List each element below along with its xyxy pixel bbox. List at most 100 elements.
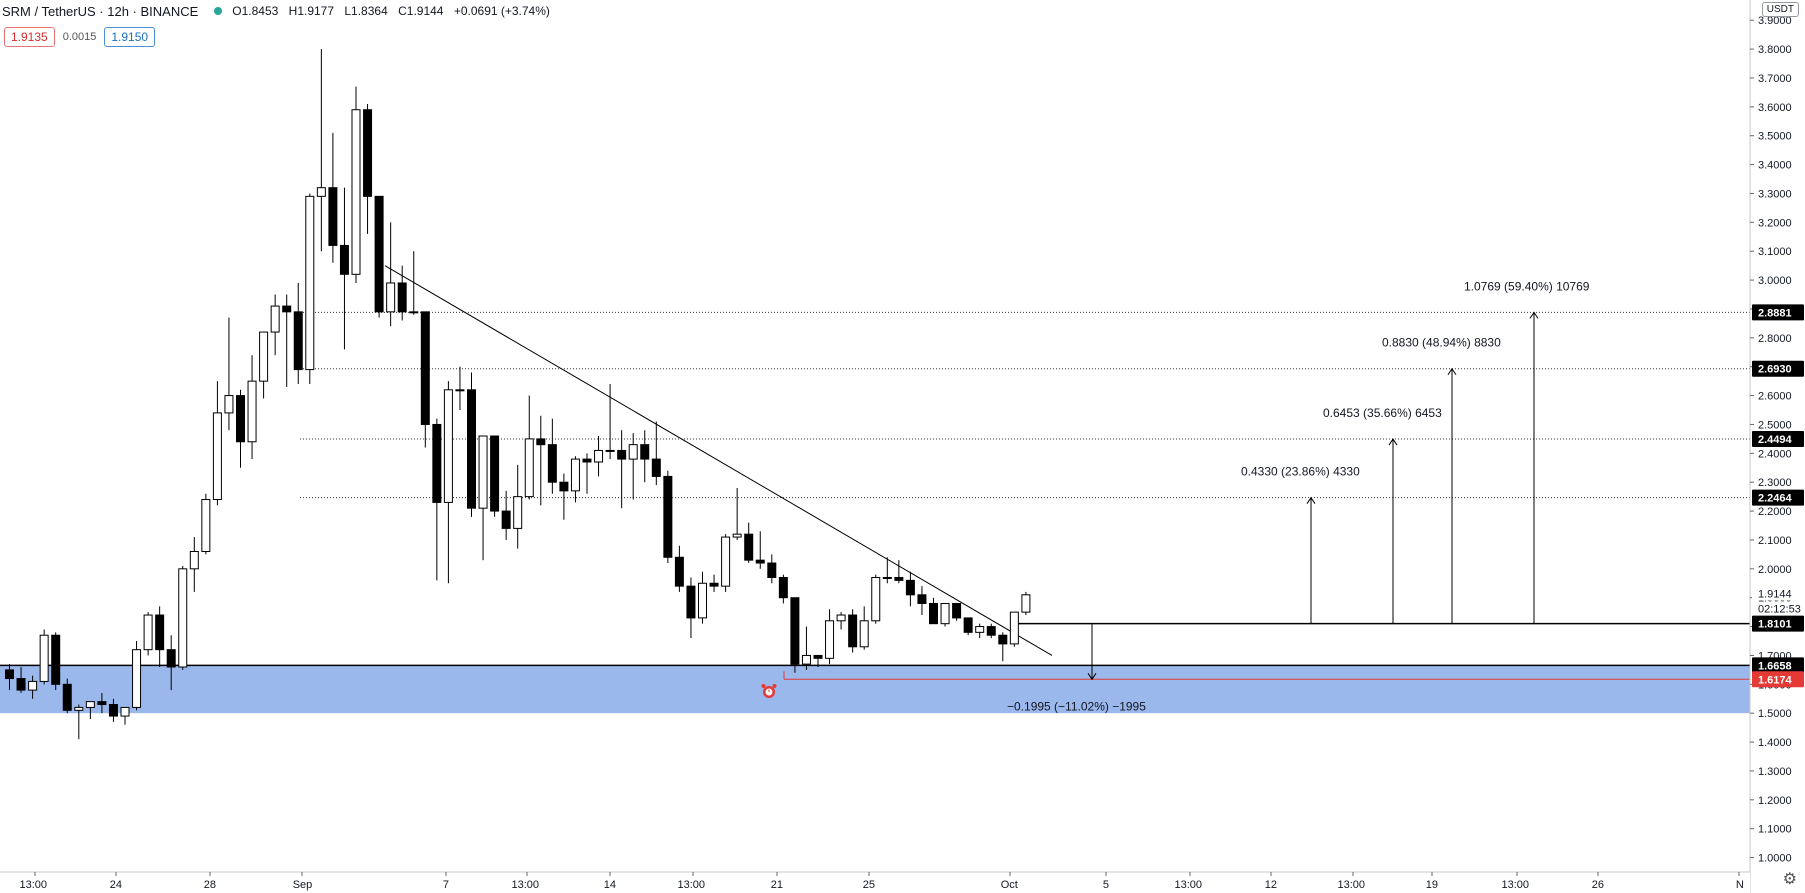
candle-body	[293, 311, 303, 371]
candle-body	[351, 109, 361, 275]
price-tick-label: 1.3000	[1758, 766, 1792, 778]
candle-body	[74, 706, 84, 711]
price-label-bg	[1752, 489, 1804, 506]
market-status-icon	[214, 7, 223, 15]
candle-body	[536, 438, 546, 446]
target-arrow-head	[1447, 367, 1457, 376]
time-tick-label: 7	[443, 879, 449, 891]
time-tick-label: 13:00	[1502, 879, 1530, 891]
candle-body	[420, 311, 430, 425]
candle-body	[386, 282, 396, 313]
candle-body	[97, 701, 107, 706]
symbol-title[interactable]: SRM / TetherUS · 12h · BINANCE	[2, 3, 199, 19]
candle-body	[62, 683, 72, 711]
buy-button[interactable]: 1.9150	[104, 27, 156, 47]
candle-body	[155, 614, 165, 651]
alarm-bell-left	[761, 684, 766, 688]
price-label-bg	[1752, 360, 1804, 377]
candle-body	[905, 579, 915, 596]
candle-body	[825, 620, 835, 659]
price-label-bg	[1752, 585, 1804, 601]
candle-body	[85, 701, 95, 708]
candle-body	[952, 602, 962, 619]
price-tick-label: 3.5000	[1758, 131, 1792, 143]
candle-body	[1021, 594, 1031, 613]
change-value: +0.0691 (+3.74%)	[453, 4, 550, 18]
drawdown-arrow-head	[1087, 673, 1097, 681]
alarm-bell-right	[772, 684, 777, 688]
open-value: O1.8453	[232, 4, 279, 18]
candle-body	[513, 496, 523, 529]
price-tick-label: 3.6000	[1758, 102, 1792, 114]
price-tick-label: 3.4000	[1758, 160, 1792, 172]
candle-body	[409, 311, 419, 314]
time-tick-label: 14	[604, 879, 616, 891]
candle-body	[455, 389, 465, 392]
candle-body	[559, 481, 569, 492]
price-label-bg	[1752, 431, 1804, 448]
candle-body	[929, 602, 938, 625]
candle-body	[617, 449, 627, 460]
candle-body	[975, 626, 985, 633]
candle-body	[801, 654, 811, 665]
price-label: 1.6174	[1758, 674, 1793, 686]
candle-body	[236, 395, 245, 443]
price-tick-label: 1.1000	[1758, 824, 1792, 836]
candles-group	[5, 49, 1031, 740]
candle-body	[328, 187, 338, 246]
candle-body	[374, 195, 384, 313]
candle-body	[120, 706, 130, 717]
candle-body	[582, 458, 592, 463]
price-tick-label: 3.9000	[1758, 15, 1792, 27]
candle-body	[686, 585, 696, 619]
candle-body	[744, 533, 754, 561]
price-label: 1.8101	[1758, 619, 1792, 631]
time-tick-label: Oct	[1001, 879, 1018, 891]
candle-body	[594, 449, 604, 463]
candle-body	[570, 458, 580, 492]
candle-body	[882, 576, 892, 579]
candle-body	[790, 597, 800, 665]
price-tick-label: 1.0000	[1758, 853, 1792, 865]
price-tick-label: 2.6000	[1758, 391, 1792, 403]
target-arrow-head	[1529, 311, 1539, 319]
candle-body	[767, 562, 777, 578]
close-value: C1.9144	[398, 4, 444, 18]
candle-body	[963, 617, 973, 633]
candle-body	[871, 576, 881, 622]
candle-body	[605, 449, 615, 452]
time-tick-label: 25	[863, 879, 875, 891]
price-tick-label: 2.3000	[1758, 477, 1792, 489]
price-tick-label: 1.2000	[1758, 795, 1792, 807]
high-value: H1.9177	[288, 4, 335, 18]
candle-body	[640, 444, 650, 460]
currency-button[interactable]: USDT	[1761, 2, 1799, 17]
price-label-bg	[1752, 304, 1804, 321]
sell-button[interactable]: 1.9135	[4, 27, 55, 47]
candle-body	[986, 626, 996, 636]
time-axis-bg	[0, 872, 1750, 893]
price-tick-label: 1.4000	[1758, 737, 1792, 749]
candle-body	[628, 444, 638, 460]
candle-body	[108, 704, 118, 717]
price-tick-label: 2.8000	[1758, 333, 1792, 345]
candle-body	[674, 556, 684, 587]
gear-icon[interactable]: ⚙	[1782, 871, 1797, 888]
price-tick-label: 3.2000	[1758, 217, 1792, 229]
candle-body	[201, 499, 211, 552]
time-tick-label: 13:00	[1338, 879, 1366, 891]
candle-body	[178, 568, 188, 668]
candle-body	[339, 244, 349, 275]
time-tick-label: 13:00	[1175, 879, 1203, 891]
time-tick-label: 26	[1592, 879, 1604, 891]
drawdown-label: −0.1995 (−11.02%) −1995	[1007, 699, 1146, 713]
price-label-bg	[1752, 615, 1804, 632]
candle-body	[189, 550, 199, 570]
time-tick-label: 19	[1426, 879, 1438, 891]
alarm-clock-icon	[761, 684, 777, 698]
time-tick-label: N	[1736, 879, 1744, 891]
target-label: 0.6453 (35.66%) 6453	[1323, 406, 1442, 420]
target-label: 0.4330 (23.86%) 4330	[1241, 465, 1360, 479]
countdown-bg	[1752, 601, 1804, 616]
